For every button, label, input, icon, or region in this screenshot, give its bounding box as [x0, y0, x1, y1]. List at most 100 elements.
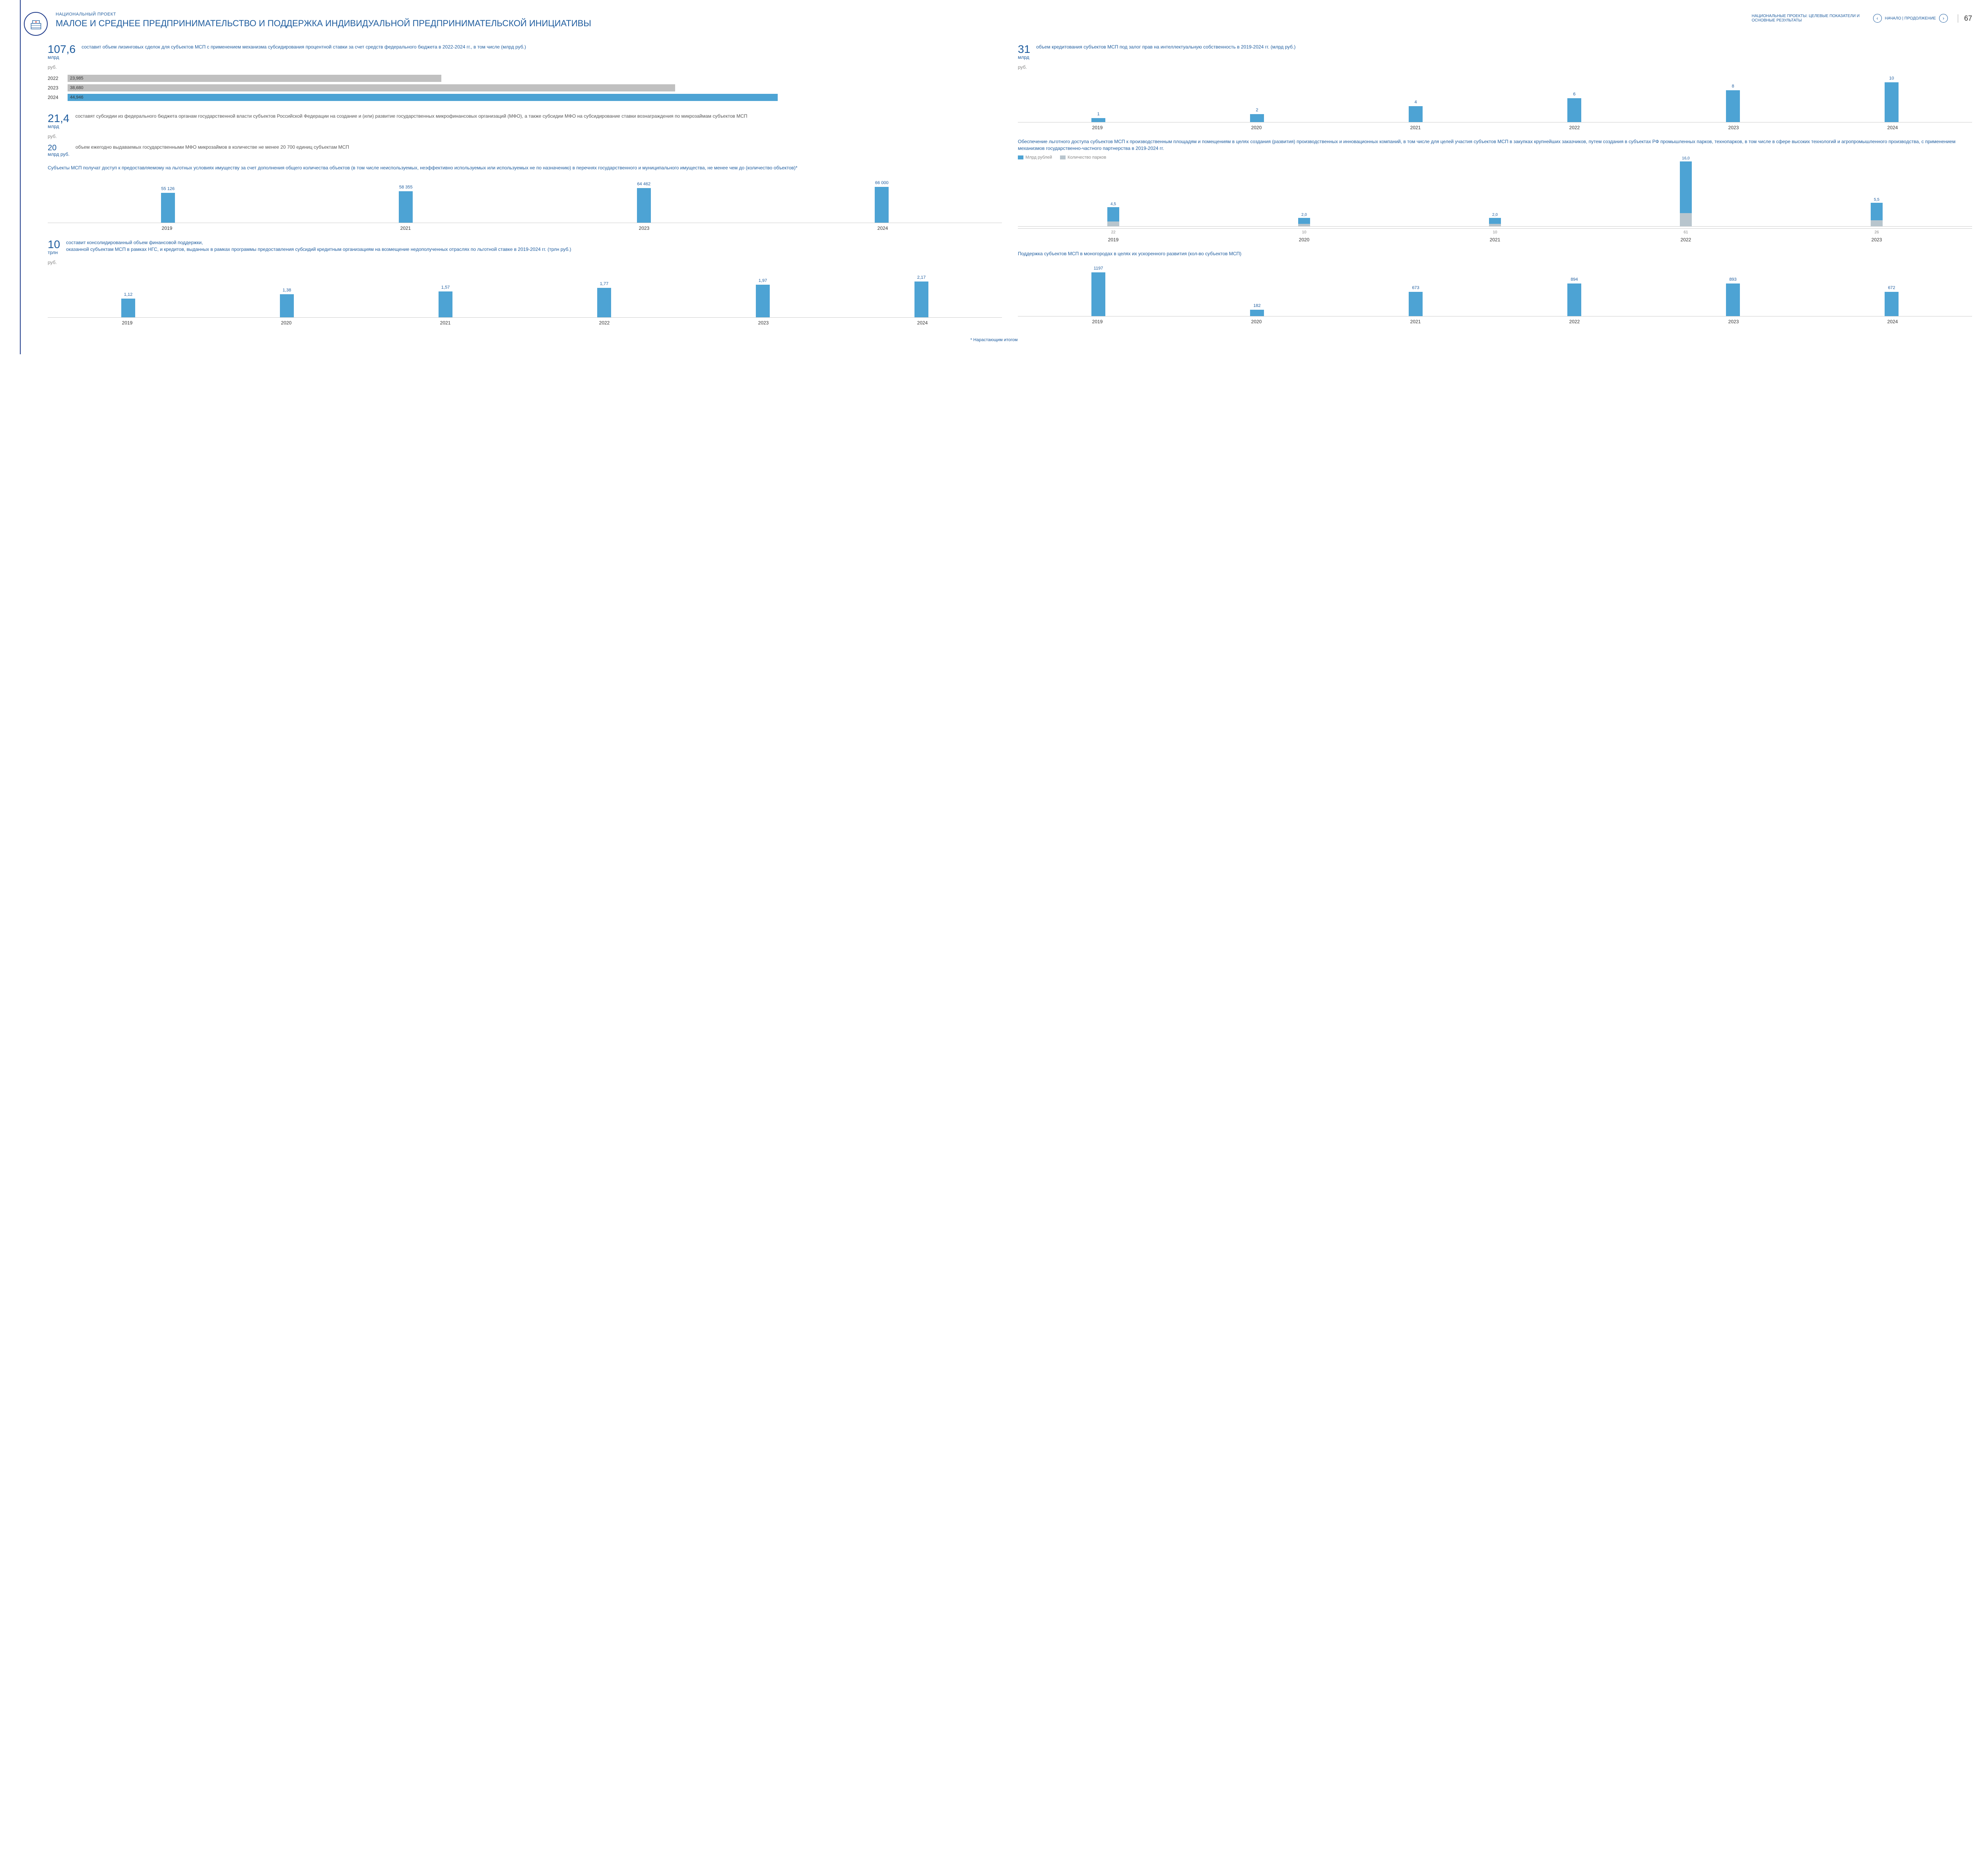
legend-label-rubles: Млрд рублей — [1025, 155, 1052, 160]
bar-rect — [399, 191, 413, 223]
breadcrumb: НАЦИОНАЛЬНЫЕ ПРОЕКТЫ: ЦЕЛЕВЫЕ ПОКАЗАТЕЛИ… — [1752, 14, 1863, 23]
bar-rect — [1726, 283, 1740, 316]
leasing-block: 107,6 млрд руб. составит объем лизинговы… — [48, 44, 1002, 105]
xaxis-label: 2023 — [1654, 319, 1813, 324]
xaxis-label: 2019 — [1018, 319, 1177, 324]
stack-group: 16,0 — [1590, 156, 1781, 226]
bar-value-label: 4 — [1414, 100, 1417, 105]
stack-seg-parks — [1489, 224, 1501, 226]
mono-xaxis: 201920202021202220232024 — [1018, 319, 1972, 324]
bar-rect — [597, 288, 611, 317]
bar-value-label: 10 — [1889, 76, 1894, 81]
bar-value-label: 55 126 — [161, 186, 175, 191]
bar-group: 1,38 — [208, 288, 365, 317]
access-desc: Субъекты МСП получат доступ к предоставл… — [48, 165, 1002, 171]
hbar-year: 2022 — [48, 76, 64, 81]
right-column: 31 млрд руб. объем кредитования субъекто… — [1018, 44, 1972, 326]
bar-value-label: 1,77 — [600, 282, 608, 286]
hbar-row: 2022 23,985 — [48, 75, 1002, 82]
bar-group: 4 — [1337, 100, 1494, 122]
bar-group: 1,12 — [50, 292, 207, 317]
xaxis-label: 2022 — [1495, 319, 1654, 324]
stack-seg-rubles — [1871, 203, 1883, 220]
bar-group: 64 462 — [526, 182, 762, 223]
xaxis-label: 2021 — [1400, 237, 1590, 243]
secondary-label: 61 — [1683, 230, 1688, 235]
bar-rect — [875, 187, 889, 223]
bar-rect — [1726, 90, 1740, 122]
consolidated-desc: составит консолидированный объем финансо… — [66, 240, 203, 245]
bar-value-label: 182 — [1253, 303, 1260, 308]
project-icon — [24, 12, 48, 36]
xaxis-label: 2019 — [48, 320, 207, 326]
xaxis-label: 2020 — [1177, 125, 1336, 130]
stack-value-label: 16,0 — [1682, 156, 1689, 161]
prev-arrow[interactable]: ‹ — [1873, 14, 1882, 23]
bar-value-label: 894 — [1571, 277, 1578, 282]
footnote: * Нарастающим итогом — [16, 338, 1972, 342]
bar-value-label: 1,97 — [759, 278, 767, 283]
stack-value-label: 4,5 — [1110, 202, 1116, 206]
stack-group: 2,0 — [1400, 213, 1590, 226]
bar-value-label: 2 — [1256, 108, 1258, 113]
parks-legend: Млрд рублей Количество парков — [1018, 155, 1972, 160]
left-column: 107,6 млрд руб. составит объем лизинговы… — [48, 44, 1002, 326]
xaxis-label: 2024 — [1813, 319, 1972, 324]
bar-value-label: 672 — [1888, 285, 1895, 290]
bar-rect — [121, 299, 135, 317]
stack-group: 5,5 — [1781, 198, 1972, 226]
bar-value-label: 1,12 — [124, 292, 132, 297]
bar-rect — [914, 282, 928, 317]
bar-group: 2,17 — [843, 275, 1000, 317]
bar-rect — [637, 188, 651, 223]
stack-seg-parks — [1871, 220, 1883, 226]
xaxis-label: 2024 — [763, 225, 1002, 231]
hbar-fill: 38,680 — [68, 84, 675, 91]
bar-rect — [161, 193, 175, 223]
xaxis-label: 2024 — [843, 320, 1002, 326]
next-arrow[interactable]: › — [1939, 14, 1948, 23]
bar-rect — [1091, 272, 1105, 316]
bar-group: 1197 — [1020, 266, 1177, 316]
stack-seg-rubles — [1680, 161, 1692, 213]
parks-xaxis: 20192020202120222023 — [1018, 237, 1972, 243]
bar-value-label: 1,38 — [283, 288, 291, 293]
mono-bar-chart: 1197 182 673 894 893 672 — [1018, 261, 1972, 316]
stack-seg-rubles — [1489, 218, 1501, 224]
xaxis-label: 2021 — [286, 225, 525, 231]
bar-group: 58 355 — [288, 185, 524, 223]
xaxis-label: 2023 — [1781, 237, 1972, 243]
consolidated-bar-chart: 1,12 1,38 1,57 1,77 1,97 2,17 — [48, 270, 1002, 318]
xaxis-label: 2020 — [1177, 319, 1336, 324]
secondary-label: 26 — [1874, 230, 1879, 235]
bar-value-label: 66 000 — [875, 181, 889, 185]
bar-rect — [1567, 98, 1581, 122]
xaxis-label: 2023 — [1654, 125, 1813, 130]
hbar-fill: 23,985 — [68, 75, 441, 82]
ip-value: 31 млрд руб. — [1018, 44, 1030, 71]
xaxis-label: 2020 — [1209, 237, 1400, 243]
bar-group: 10 — [1813, 76, 1970, 122]
page-number: 67 — [1958, 14, 1972, 23]
legend-swatch-rubles — [1018, 155, 1023, 159]
access-bar-chart: 55 126 58 355 64 462 66 000 — [48, 175, 1002, 223]
bar-group: 672 — [1813, 285, 1970, 316]
bar-group: 1,97 — [684, 278, 841, 317]
access-xaxis: 2019202120232024 — [48, 225, 1002, 231]
xaxis-label: 2019 — [1018, 125, 1177, 130]
bar-rect — [439, 291, 452, 317]
bar-group: 1,77 — [526, 282, 683, 317]
stack-seg-rubles — [1107, 207, 1119, 221]
leasing-hbar-chart: 2022 23,985 2023 38,680 2024 44,946 — [48, 75, 1002, 101]
stack-seg-parks — [1680, 213, 1692, 226]
subsidies-value: 21,4 млрд руб. — [48, 113, 70, 140]
stack-value-label: 5,5 — [1874, 198, 1879, 202]
bar-value-label: 58 355 — [399, 185, 413, 190]
subsidies-sub-desc: объем ежегодно выдаваемых государственны… — [76, 144, 349, 151]
bar-group: 182 — [1178, 303, 1336, 316]
bar-rect — [1885, 292, 1899, 316]
bar-rect — [756, 285, 770, 317]
xaxis-label: 2022 — [1590, 237, 1781, 243]
bar-rect — [1567, 283, 1581, 316]
ip-bar-chart: 1 2 4 6 8 10 — [1018, 75, 1972, 122]
